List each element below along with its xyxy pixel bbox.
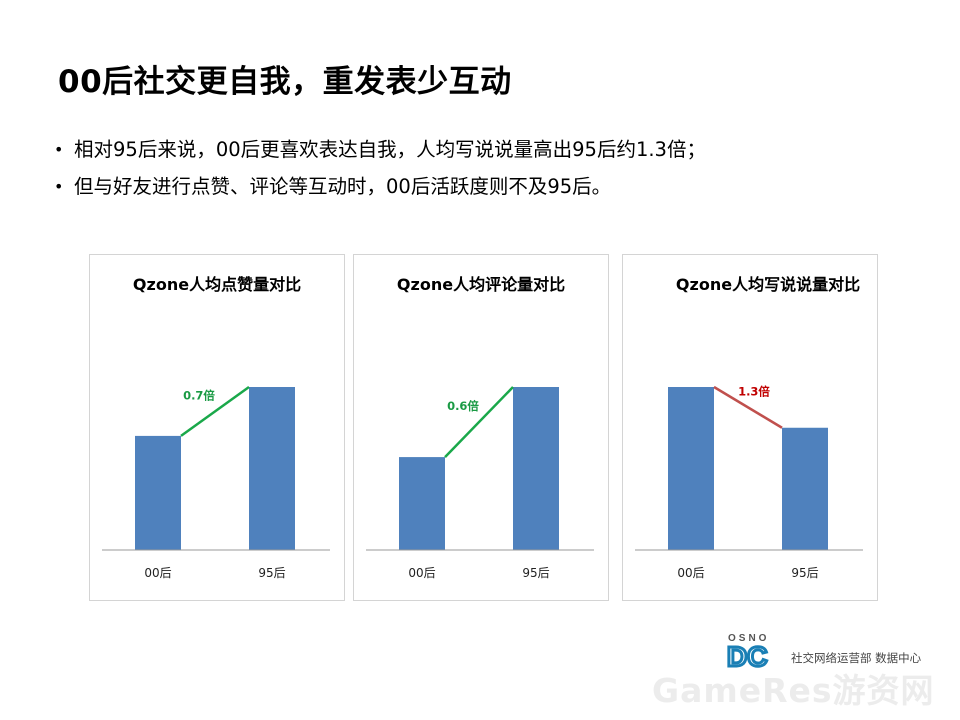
bullet-text: 但与好友进行点赞、评论等互动时，00后活跃度则不及95后。	[74, 175, 612, 198]
trend-line	[180, 385, 250, 437]
footer-org: 社交网络运营部 数据中心	[791, 651, 922, 665]
x-tick-label: 95后	[522, 566, 549, 580]
watermark: GameRes游资网	[652, 671, 935, 710]
bullet-text: 相对95后来说，00后更喜欢表达自我，人均写说说量高出95后约1.3倍；	[74, 138, 706, 161]
bar	[135, 435, 181, 550]
osno-dc-logo: OSNO DC	[727, 633, 769, 670]
chart-card-comments: 00后 95后 0.6倍 Qzone人均评论量对比	[353, 254, 609, 601]
x-tick-label: 95后	[258, 566, 285, 580]
trend-line	[713, 385, 783, 429]
page-title: 00后社交更自我，重发表少互动	[58, 64, 512, 100]
chart-title: Qzone人均评论量对比	[396, 275, 566, 294]
bar	[399, 457, 445, 550]
bullet-item: • 相对95后来说，00后更喜欢表达自我，人均写说说量高出95后约1.3倍；	[54, 134, 706, 171]
x-tick-label: 95后	[791, 566, 818, 580]
bar	[513, 387, 559, 550]
chart-posts: 00后 95后 1.3倍	[635, 384, 863, 580]
ratio-annotation: 0.6倍	[447, 399, 479, 413]
chart-title: Qzone人均写说说量对比	[675, 275, 861, 294]
bullet-icon: •	[54, 140, 64, 159]
ratio-annotation: 0.7倍	[183, 388, 215, 402]
bullet-item: • 但与好友进行点赞、评论等互动时，00后活跃度则不及95后。	[54, 171, 706, 208]
x-tick-label: 00后	[677, 566, 704, 580]
trend-line	[444, 386, 514, 458]
logo-top-text: OSNO	[728, 633, 769, 644]
bar	[249, 387, 295, 550]
chart-likes: 00后 95后 0.7倍	[102, 385, 330, 580]
x-tick-label: 00后	[408, 566, 435, 580]
bar	[668, 387, 714, 550]
chart-card-likes: 00后 95后 0.7倍 Qzone人均点赞量对比	[89, 254, 345, 601]
ratio-annotation: 1.3倍	[738, 384, 770, 398]
chart-title: Qzone人均点赞量对比	[132, 275, 302, 294]
bullet-icon: •	[54, 177, 64, 196]
bullet-list: • 相对95后来说，00后更喜欢表达自我，人均写说说量高出95后约1.3倍； •…	[54, 134, 706, 208]
chart-card-posts: 00后 95后 1.3倍 Qzone人均写说说量对比	[622, 254, 878, 601]
x-tick-label: 00后	[144, 566, 171, 580]
logo-main-text: DC	[727, 641, 767, 670]
bar	[782, 427, 828, 550]
chart-comments: 00后 95后 0.6倍	[366, 386, 594, 580]
